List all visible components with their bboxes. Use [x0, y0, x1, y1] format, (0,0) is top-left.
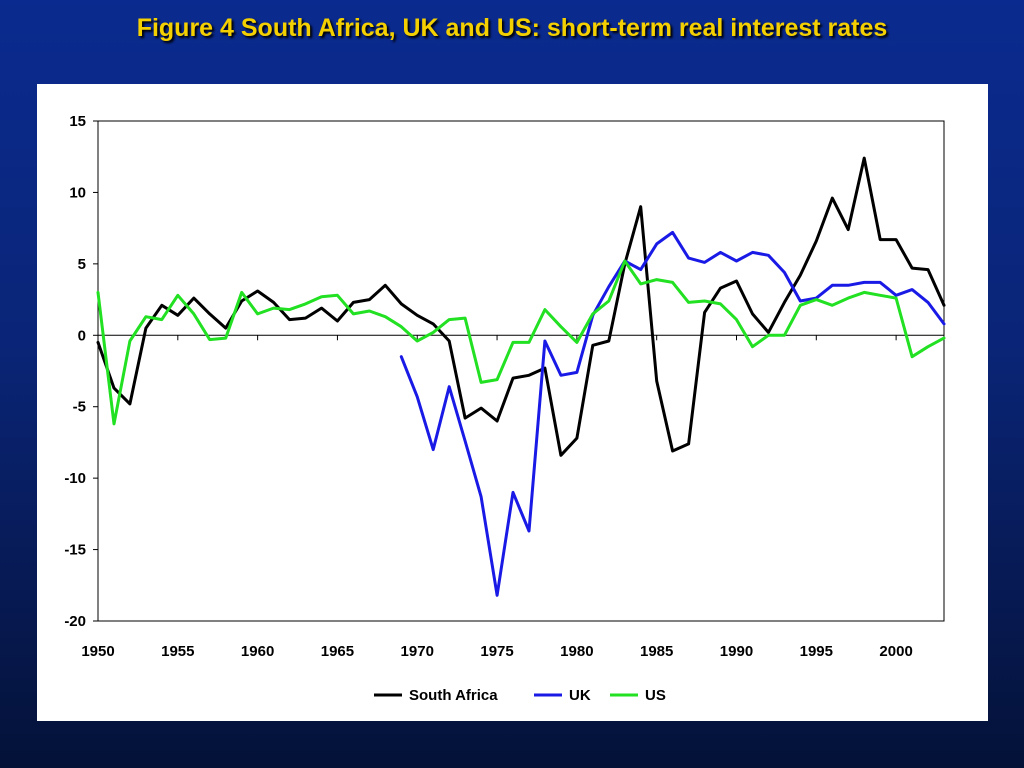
y-tick-label: -5 — [73, 399, 86, 416]
x-tick-label: 1995 — [800, 643, 833, 660]
y-tick-label: -15 — [64, 542, 86, 559]
series-line-uk — [399, 230, 946, 597]
y-tick-label: 15 — [69, 113, 86, 130]
series-line-south-africa — [96, 156, 946, 457]
x-tick-label: 1955 — [161, 643, 194, 660]
x-tick-label: 1990 — [720, 643, 753, 660]
x-tick-label: 1950 — [81, 643, 114, 660]
y-tick-label: -20 — [64, 613, 86, 630]
x-tick-label: 1965 — [321, 643, 354, 660]
legend-label-us: US — [645, 687, 666, 704]
series-line-us — [96, 259, 946, 426]
plot-area-frame — [97, 120, 945, 622]
slide-title: Figure 4 South Africa, UK and US: short-… — [136, 14, 888, 42]
y-tick-label: -10 — [64, 470, 86, 487]
legend-label-uk: UK — [569, 687, 591, 704]
x-tick-label: 1985 — [640, 643, 673, 660]
legend-label-south-africa: South Africa — [409, 687, 498, 704]
x-tick-label: 1975 — [480, 643, 513, 660]
line-chart: 15 10 5 0 -5 -10 -15 -20 1950 1955 1960 1965 1970 197… — [64, 113, 946, 704]
x-tick-label: 1960 — [241, 643, 274, 660]
y-tick-label: 5 — [78, 256, 86, 273]
x-tick-label: 1970 — [401, 643, 434, 660]
chart-panel: 15 10 5 0 -5 -10 -15 -20 1950 1955 1960 1965 1970 197… — [37, 84, 988, 721]
x-tick-label: 1980 — [560, 643, 593, 660]
y-tick-label: 0 — [78, 327, 86, 344]
y-tick-label: 10 — [69, 184, 86, 201]
x-tick-label: 2000 — [879, 643, 912, 660]
